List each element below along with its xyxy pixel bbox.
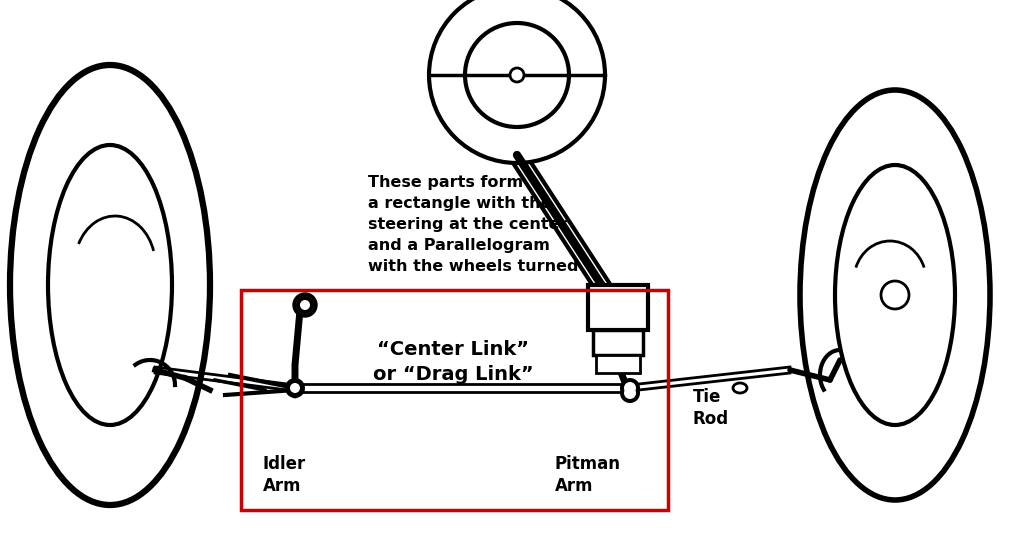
Text: Idler
Arm: Idler Arm: [263, 455, 306, 495]
Circle shape: [620, 383, 640, 403]
Ellipse shape: [835, 165, 955, 425]
Text: These parts form
a rectangle with the
steering at the center
and a Parallelogram: These parts form a rectangle with the st…: [368, 175, 579, 274]
Bar: [588, 285, 648, 330]
Circle shape: [285, 378, 305, 398]
Text: Tie
Rod: Tie Rod: [693, 388, 729, 428]
Bar: [241, 290, 668, 510]
Ellipse shape: [800, 90, 990, 500]
Ellipse shape: [48, 145, 172, 425]
Ellipse shape: [465, 23, 569, 127]
Ellipse shape: [10, 65, 210, 505]
Circle shape: [300, 300, 310, 310]
Circle shape: [296, 296, 314, 314]
Circle shape: [624, 387, 636, 399]
Text: Pitman
Arm: Pitman Arm: [555, 455, 621, 495]
Circle shape: [290, 383, 300, 393]
Ellipse shape: [733, 383, 746, 393]
Ellipse shape: [510, 68, 524, 82]
Bar: [596, 355, 640, 373]
Circle shape: [293, 293, 317, 317]
Circle shape: [620, 378, 640, 398]
Circle shape: [297, 297, 313, 313]
Text: “Center Link”
or “Drag Link”: “Center Link” or “Drag Link”: [373, 340, 534, 384]
Ellipse shape: [429, 0, 605, 163]
Circle shape: [624, 382, 636, 394]
Ellipse shape: [881, 281, 909, 309]
Circle shape: [286, 379, 304, 397]
Circle shape: [289, 382, 301, 394]
Bar: [593, 330, 643, 355]
